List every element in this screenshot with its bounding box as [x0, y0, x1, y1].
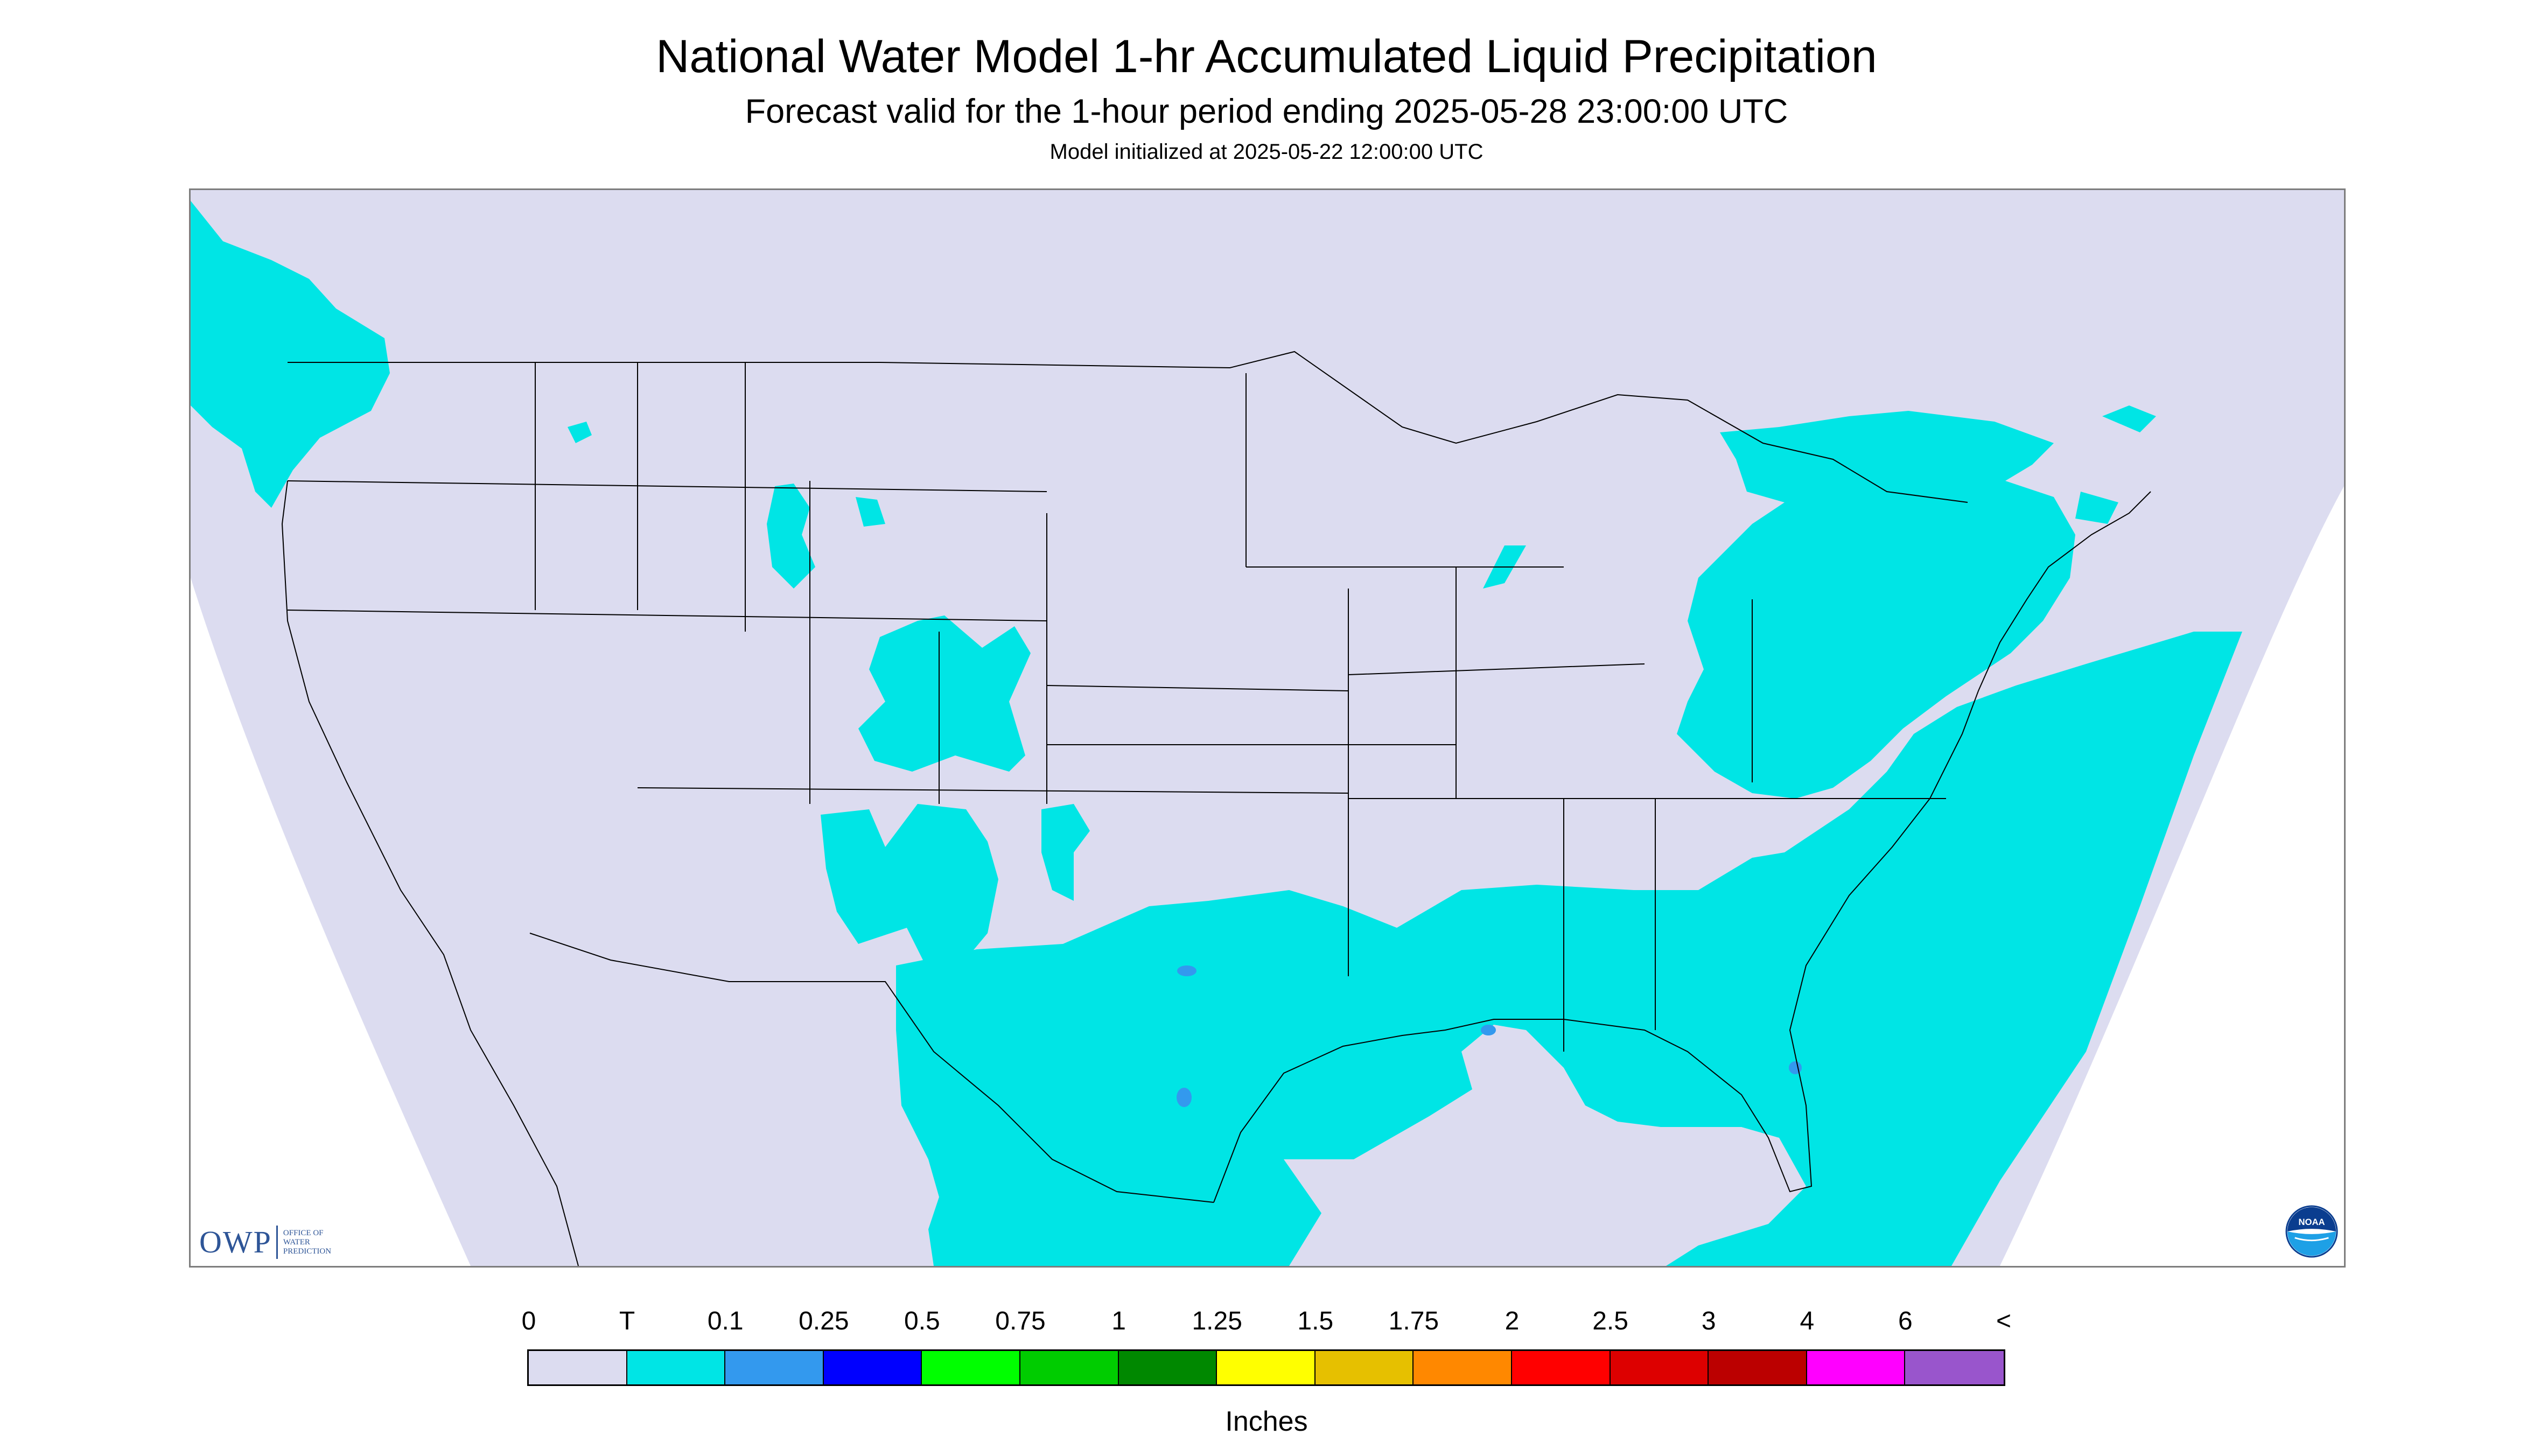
precip-texas-panhandle: [1041, 804, 1090, 901]
legend-label: 0.1: [707, 1307, 744, 1335]
precip-new-england: [2075, 492, 2118, 524]
legend-swatch: [725, 1351, 824, 1384]
legend-label: 6: [1898, 1307, 1913, 1335]
noaa-logo: NOAA: [2285, 1205, 2338, 1258]
legend-swatch: [1905, 1351, 2004, 1384]
legend-color-bar: [527, 1349, 2005, 1386]
political-boundaries: [281, 351, 2151, 1266]
precip-texas-gulf: [896, 632, 2242, 1266]
canada-border: [288, 351, 1968, 503]
legend-label: 1.5: [1297, 1307, 1334, 1335]
legend-swatch: [1807, 1351, 1906, 1384]
precip-spot-florida: [1789, 1061, 1802, 1074]
legend-label: 0.75: [995, 1307, 1046, 1335]
state-lines-horizontal: [287, 480, 1946, 799]
legend-swatch: [627, 1351, 726, 1384]
precip-wyoming: [767, 484, 815, 589]
legend-swatch: [1118, 1351, 1217, 1384]
map-title: National Water Model 1-hr Accumulated Li…: [656, 31, 1877, 82]
precip-spot-texas-central: [1177, 965, 1196, 976]
legend-swatch: [1512, 1351, 1611, 1384]
legend-label: <: [1996, 1307, 2012, 1335]
owp-logo-text: OFFICE OF WATER PREDICTION: [283, 1228, 332, 1256]
legend-swatch: [1020, 1351, 1119, 1384]
precip-colorado: [858, 615, 1031, 772]
precipitation-map: [189, 188, 2346, 1268]
legend-label: 0.25: [799, 1307, 849, 1335]
precip-idaho-small: [568, 422, 592, 443]
legend-label: T: [619, 1307, 635, 1335]
legend-label: 1.25: [1192, 1307, 1242, 1335]
legend-label: 1: [1111, 1307, 1126, 1335]
legend-swatch: [1315, 1351, 1414, 1384]
gulf-coast: [1213, 491, 2151, 1203]
precip-pacific-northwest: [191, 201, 390, 508]
legend-label: 0: [521, 1307, 536, 1335]
owp-logo-divider: [276, 1226, 278, 1259]
legend-label: 2: [1505, 1307, 1520, 1335]
precip-maritime: [2102, 405, 2156, 432]
legend-label: 4: [1800, 1307, 1815, 1335]
precip-trace-areas: [191, 201, 2242, 1266]
legend-unit-label: Inches: [1225, 1406, 1308, 1437]
legend-swatch: [1217, 1351, 1316, 1384]
legend-swatch: [1414, 1351, 1512, 1384]
precip-wyoming-east: [856, 497, 885, 527]
legend-swatch: [922, 1351, 1020, 1384]
legend-label: 1.75: [1388, 1307, 1439, 1335]
map-subtitle: Forecast valid for the 1-hour period end…: [745, 93, 1788, 130]
legend-label: 3: [1701, 1307, 1716, 1335]
legend-label: 0.5: [904, 1307, 940, 1335]
model-init-line: Model initialized at 2025-05-22 12:00:00…: [1049, 140, 1484, 164]
map-canvas: [191, 190, 2344, 1266]
precip-spot-gulf-coast: [1481, 1025, 1496, 1035]
legend-swatch: [1610, 1351, 1709, 1384]
precip-great-lakes-northeast: [1677, 411, 2075, 799]
legend-label: 2.5: [1592, 1307, 1628, 1335]
owp-logo-mark: OWP: [199, 1224, 272, 1259]
precip-0-1-areas: [1177, 965, 1802, 1107]
mexico-border: [529, 933, 1214, 1203]
legend-swatch: [823, 1351, 922, 1384]
coastline-west: [281, 480, 579, 1266]
legend-swatch: [1709, 1351, 1807, 1384]
precip-spot-texas-south: [1177, 1088, 1192, 1107]
legend-swatch: [529, 1351, 627, 1384]
owp-logo: OWP OFFICE OF WATER PREDICTION: [199, 1223, 331, 1261]
noaa-logo-text: NOAA: [2298, 1217, 2325, 1227]
precip-new-mexico: [821, 804, 998, 965]
